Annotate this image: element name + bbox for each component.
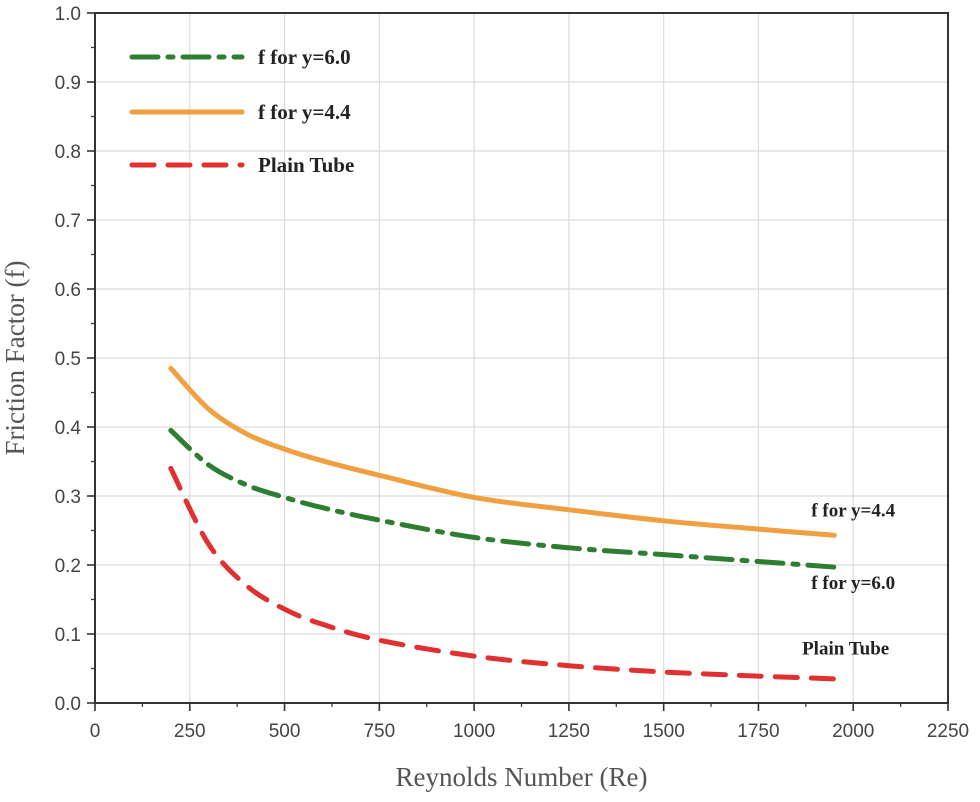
x-tick-label: 0	[90, 721, 101, 742]
legend-label-plain-tube: Plain Tube	[258, 153, 354, 177]
y-tick-label: 0.5	[55, 349, 81, 370]
y-tick-label: 0.7	[55, 211, 81, 232]
x-tick-label: 750	[363, 721, 395, 742]
y-axis-title: Friction Factor (f)	[0, 261, 30, 456]
axis-ticks: 0 250 500 750 1000 1250 1500 1750 2000 2250 0.0 0.1…	[55, 4, 970, 742]
y-tick-label: 0.0	[55, 694, 81, 715]
annotation-plain-tube: Plain Tube	[802, 639, 889, 660]
y-tick-label: 0.4	[55, 418, 82, 439]
y-tick-label: 1.0	[55, 4, 81, 25]
series-lines	[168, 365, 837, 682]
y-tick-label: 0.9	[55, 73, 81, 94]
legend-label-f-for-y-4-4: f for y=4.4	[258, 100, 351, 124]
x-tick-label: 2250	[927, 721, 969, 742]
x-tick-label: 1500	[643, 721, 685, 742]
x-tick-label: 1000	[453, 721, 495, 742]
annotation-f-for-y-6-0: f for y=6.0	[811, 573, 895, 594]
x-axis-title: Reynolds Number (Re)	[396, 762, 648, 792]
series-line-plain-tube	[168, 465, 837, 682]
series-line-f-for-y-4-4	[168, 365, 837, 538]
y-tick-label: 0.8	[55, 142, 81, 163]
y-tick-label: 0.3	[55, 487, 81, 508]
y-tick-label: 0.2	[55, 556, 81, 577]
grid-lines	[95, 13, 948, 703]
y-tick-label: 0.1	[55, 625, 81, 646]
annotation-f-for-y-4-4: f for y=4.4	[811, 501, 895, 522]
x-tick-label: 1750	[737, 721, 779, 742]
legend: f for y=6.0 f for y=4.4 Plain Tube	[129, 45, 354, 177]
y-tick-label: 0.6	[55, 280, 81, 301]
x-tick-label: 250	[174, 721, 206, 742]
series-line-f-for-y-6-0	[168, 427, 837, 570]
x-tick-label: 1250	[548, 721, 590, 742]
annotations: f for y=4.4 f for y=6.0 Plain Tube	[802, 501, 896, 660]
legend-label-f-for-y-6-0: f for y=6.0	[258, 45, 351, 69]
x-tick-label: 500	[269, 721, 301, 742]
x-tick-label: 2000	[832, 721, 874, 742]
